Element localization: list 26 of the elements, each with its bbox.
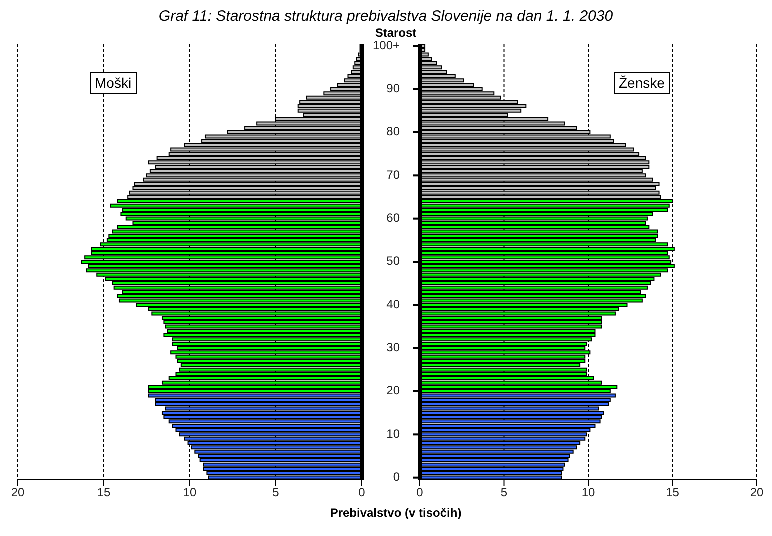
y-tick-label: 70 xyxy=(386,168,400,182)
x-tick-label: 20 xyxy=(11,486,25,500)
annotation: Moški xyxy=(95,75,132,91)
y-tick-label: 30 xyxy=(386,340,400,355)
x-axis-title: Prebivalstvo (v tisočih) xyxy=(329,506,463,520)
x-tick-label: 5 xyxy=(272,486,280,500)
y-tick-label: 40 xyxy=(386,297,400,312)
y-tick-label: 60 xyxy=(386,211,400,226)
y-tick-label: 10 xyxy=(386,426,400,441)
y-tick-label: 90 xyxy=(386,82,400,96)
y-axis-title: Starost xyxy=(374,26,418,40)
x-tick-label: 15 xyxy=(97,486,111,500)
annotation: Ženske xyxy=(619,75,665,91)
x-tick-label: 5 xyxy=(500,486,508,500)
chart-title: Graf 11: Starostna struktura prebivalstva Slovenije na dan 1. 1. 2030 xyxy=(158,8,614,26)
y-tick-label: 0 xyxy=(393,470,400,484)
x-tick-label: 20 xyxy=(750,486,764,500)
y-tick-label: 20 xyxy=(386,384,400,398)
x-tick-label: 0 xyxy=(416,486,424,500)
y-tick-label: 80 xyxy=(386,124,400,139)
x-tick-label: 15 xyxy=(666,486,680,500)
x-tick-label: 0 xyxy=(358,486,366,500)
x-tick-label: 10 xyxy=(183,486,197,500)
y-tick-label: 100+ xyxy=(372,38,400,52)
x-tick-label: 10 xyxy=(582,486,596,500)
y-tick-label: 50 xyxy=(386,254,400,268)
